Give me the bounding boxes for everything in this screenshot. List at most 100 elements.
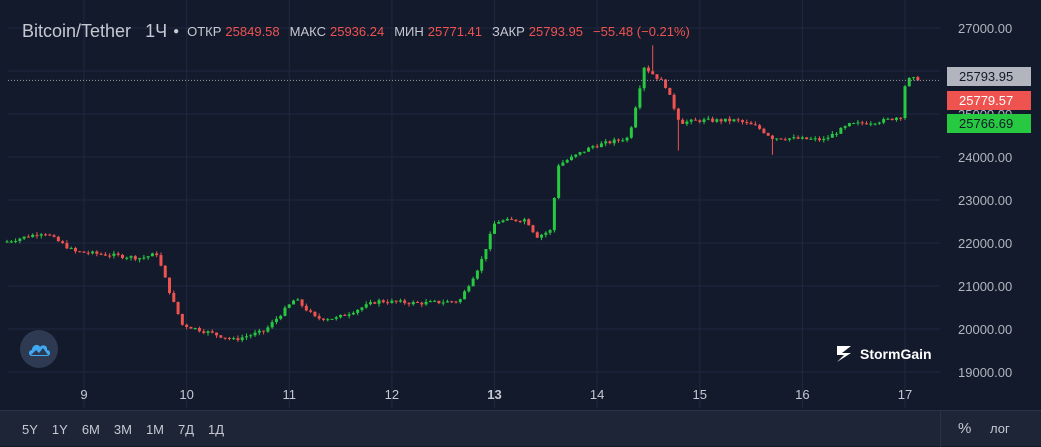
candle-body bbox=[403, 300, 407, 304]
candle-body bbox=[762, 128, 766, 134]
candle-body bbox=[73, 247, 77, 252]
candle-body bbox=[458, 299, 462, 302]
candle-body bbox=[52, 235, 56, 237]
candle-body bbox=[112, 253, 116, 256]
timeframe-bar: 5Y 1Y 6M 3M 1M 7Д 1Д % лог bbox=[0, 410, 1041, 447]
candle-body bbox=[450, 301, 454, 303]
candle-body bbox=[31, 234, 35, 238]
brand-watermark: StormGain bbox=[834, 343, 932, 365]
candle-body bbox=[578, 152, 582, 155]
close-value: 25793.95 bbox=[528, 23, 584, 39]
candle-body bbox=[869, 123, 873, 125]
candle-body bbox=[26, 236, 30, 238]
candle-body bbox=[39, 234, 43, 236]
candle-body bbox=[617, 139, 621, 141]
candle-body bbox=[304, 305, 308, 311]
low-label: МИН bbox=[394, 23, 424, 39]
candle-body bbox=[544, 232, 548, 235]
candle-body bbox=[681, 119, 685, 124]
candle-body bbox=[792, 137, 796, 139]
range-5y-button[interactable]: 5Y bbox=[22, 421, 38, 437]
symbol-name: Bitcoin/Tether bbox=[22, 20, 132, 41]
candle-body bbox=[386, 302, 390, 304]
brand-name: StormGain bbox=[860, 346, 932, 362]
candle-body bbox=[347, 314, 351, 316]
candle-body bbox=[676, 108, 680, 120]
candle-body bbox=[61, 241, 65, 244]
candle-body bbox=[672, 94, 676, 109]
candle-body bbox=[343, 314, 347, 316]
candle-body bbox=[817, 138, 821, 141]
time-tick-label: 11 bbox=[283, 387, 297, 402]
candle-body bbox=[557, 165, 561, 198]
candle-body bbox=[501, 220, 505, 222]
candle-body bbox=[830, 133, 834, 138]
high-label: МАКС bbox=[289, 23, 326, 39]
candle-body bbox=[398, 300, 402, 302]
candle-body bbox=[659, 78, 663, 80]
range-7d-button[interactable]: 7Д bbox=[178, 421, 195, 437]
candle-body bbox=[9, 241, 13, 243]
cloud-logo-icon[interactable] bbox=[20, 330, 58, 368]
candle-body bbox=[56, 236, 60, 242]
candle-body bbox=[886, 118, 890, 120]
candle-body bbox=[514, 219, 518, 222]
candle-body bbox=[894, 117, 898, 120]
candle-body bbox=[766, 133, 770, 136]
candle-body bbox=[172, 292, 176, 302]
candle-body bbox=[351, 312, 355, 315]
candle-body bbox=[193, 327, 197, 329]
candle-body bbox=[274, 318, 278, 323]
candle-body bbox=[411, 301, 415, 305]
price-tick-label: 27000.00 bbox=[958, 21, 1012, 36]
candle-body bbox=[424, 301, 428, 305]
range-3m-button[interactable]: 3M bbox=[113, 421, 132, 437]
candle-body bbox=[394, 300, 398, 302]
candle-body bbox=[604, 141, 608, 144]
candle-body bbox=[638, 88, 642, 108]
candle-body bbox=[805, 137, 809, 140]
candle-body bbox=[574, 154, 578, 157]
range-1d-button[interactable]: 1Д bbox=[208, 421, 225, 437]
low-value: 25771.41 bbox=[427, 23, 483, 39]
candle-body bbox=[758, 125, 762, 129]
candle-body bbox=[860, 122, 864, 124]
range-6m-button[interactable]: 6M bbox=[81, 421, 100, 437]
high-price-tag: 25779.57 bbox=[947, 91, 1031, 110]
candle-body bbox=[856, 122, 860, 124]
candle-body bbox=[300, 299, 304, 306]
candle-body bbox=[407, 303, 411, 305]
candle-body bbox=[822, 138, 826, 141]
candle-body bbox=[292, 300, 296, 305]
log-scale-button[interactable]: лог bbox=[990, 421, 1010, 436]
candle-body bbox=[339, 314, 343, 318]
price-tick-label: 23000.00 bbox=[958, 193, 1012, 208]
candle-body bbox=[317, 316, 321, 319]
candle-body bbox=[262, 330, 266, 332]
percent-scale-button[interactable]: % bbox=[958, 420, 972, 437]
candle-body bbox=[685, 121, 689, 124]
candle-body bbox=[522, 219, 526, 222]
candle-body bbox=[206, 331, 210, 333]
candle-body bbox=[364, 304, 368, 308]
time-axis[interactable]: 9 10 11 12 13 14 15 16 17 bbox=[80, 387, 912, 402]
candle-body bbox=[873, 123, 877, 125]
candle-body bbox=[125, 257, 129, 259]
candle-body bbox=[749, 122, 753, 125]
candle-body bbox=[232, 338, 236, 340]
chart-grid bbox=[8, 0, 940, 408]
candle-body bbox=[723, 118, 727, 122]
candle-body bbox=[591, 146, 595, 148]
candle-body bbox=[44, 234, 48, 236]
candle-body bbox=[35, 234, 39, 236]
candle-body bbox=[595, 146, 599, 148]
candle-body bbox=[377, 300, 381, 304]
candle-body bbox=[390, 300, 394, 303]
candle-body bbox=[706, 118, 710, 120]
candle-body bbox=[78, 251, 82, 253]
range-1m-button[interactable]: 1M bbox=[145, 421, 164, 437]
candle-body bbox=[629, 127, 633, 138]
range-1y-button[interactable]: 1Y bbox=[51, 421, 68, 437]
candle-body bbox=[796, 137, 800, 139]
